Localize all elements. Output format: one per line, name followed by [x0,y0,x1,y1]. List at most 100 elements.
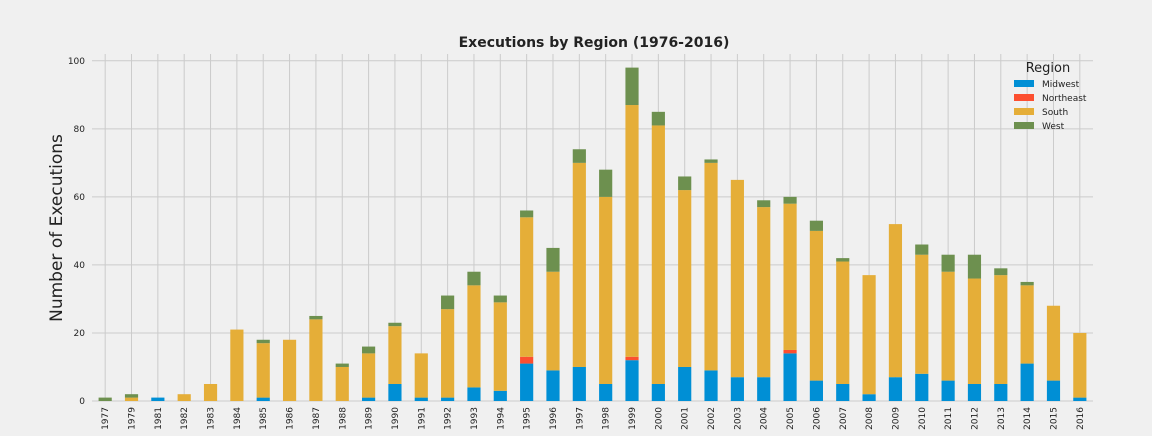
bar-segment-midwest-1989 [362,397,376,401]
x-tick-label: 2000 [654,407,664,430]
bar-segment-south-1991 [414,353,428,398]
x-tick-label: 1982 [180,407,190,430]
bar-segment-south-1999 [625,105,639,357]
bar-segment-midwest-1997 [572,366,586,401]
bar-segment-west-2014 [1020,281,1034,286]
x-tick-label: 1993 [470,407,480,430]
bar-segment-west-1993 [467,271,481,286]
x-tick-label: 2007 [839,407,849,430]
bar-segment-west-1989 [362,346,376,354]
legend-swatch-west [1014,122,1034,129]
bar-segment-midwest-2003 [730,377,744,401]
bar-segment-south-1979 [124,397,139,401]
bar-segment-west-1979 [124,394,139,398]
legend-swatch-northeast [1014,94,1034,101]
bar-segment-west-1994 [493,295,507,303]
y-tick-label: 100 [68,57,85,67]
x-tick-label: 1998 [602,407,612,430]
x-tick-label: 1986 [286,407,296,430]
bar-segment-south-1986 [282,339,297,401]
bar-segment-midwest-2002 [704,370,718,401]
x-tick-label: 1999 [628,407,638,430]
legend-swatch-midwest [1014,80,1034,87]
bar-segment-west-1995 [520,210,534,218]
bar-segment-northeast-1995 [520,356,534,364]
x-tick-label: 1981 [154,407,164,430]
bar-segment-midwest-1992 [441,397,455,401]
x-tick-label: 2002 [707,407,717,430]
x-tick-label: 2013 [997,407,1007,430]
x-tick-label: 2006 [812,407,822,430]
bar-segment-northeast-1999 [625,356,639,361]
bar-segment-midwest-2008 [862,394,876,401]
bar-segment-south-1993 [467,285,481,388]
bar-segment-south-1988 [335,366,349,401]
x-tick-label: 2010 [918,407,928,430]
x-tick-labels: 1977 1979 1981 1982 1983 1984 1985 1986 1987 1988… [101,407,1086,430]
x-tick-label: 1977 [101,407,111,430]
y-tick-label: 0 [79,397,85,407]
bar-segment-west-1988 [335,363,349,367]
bar-segment-west-2012 [967,254,982,279]
bar-segment-south-2001 [678,190,692,367]
x-tick-label: 2005 [786,407,796,430]
bar-segment-midwest-1994 [493,390,507,401]
bar-segment-midwest-2000 [651,383,665,401]
x-tick-label: 1990 [391,407,401,430]
bar-segment-midwest-1996 [546,370,560,401]
bar-segment-midwest-2014 [1020,363,1034,401]
bar-segment-west-2006 [809,220,823,231]
x-tick-label: 1995 [523,407,533,430]
bar-segment-west-1985 [256,339,270,344]
bar-segment-midwest-2007 [836,383,850,401]
bar-segment-midwest-1990 [388,383,402,401]
bar-segment-midwest-2004 [757,377,771,401]
legend-label-northeast: Northeast [1042,94,1087,104]
x-tick-label: 1996 [549,407,559,430]
bar-segment-west-2000 [651,111,665,126]
bar-segment-south-2008 [862,275,876,395]
bar-segment-south-1985 [256,343,270,398]
y-tick-label: 60 [74,193,86,203]
bar-segment-midwest-1981 [151,397,165,401]
bar-segment-midwest-1993 [467,387,481,401]
bar-segment-south-1996 [546,271,560,371]
bar-segment-west-1977 [98,397,112,401]
bar-segment-midwest-1985 [256,397,270,401]
x-tick-label: 2003 [733,407,743,430]
x-tick-label: 1994 [496,407,506,430]
bar-segment-west-1996 [546,247,560,272]
bar-segment-west-2011 [941,254,955,272]
x-tick-label: 1989 [365,407,375,430]
bar-segment-midwest-2010 [915,373,929,401]
x-tick-label: 2015 [1049,407,1059,430]
bar-segment-south-1982 [177,394,191,401]
x-tick-label: 2011 [944,407,954,430]
bar-segment-south-1992 [441,309,455,398]
legend-label-midwest: Midwest [1042,80,1080,90]
bar-segment-south-1987 [309,319,323,401]
legend-label-west: West [1042,122,1065,132]
x-tick-label: 1988 [338,407,348,430]
bar-segment-south-2016 [1073,332,1087,398]
bar-segment-south-2009 [888,224,903,378]
bar-segment-midwest-2015 [1046,380,1061,401]
bar-segment-west-1992 [441,295,455,310]
bar-segment-west-2010 [915,244,929,255]
legend-swatch-south [1014,108,1034,115]
bar-segment-south-1995 [520,217,534,357]
x-tick-label: 2014 [1023,407,1033,430]
bar-segment-west-2005 [783,196,797,204]
bar-segment-south-2000 [651,125,665,384]
bars-group [98,67,1087,401]
bar-segment-midwest-2006 [809,380,823,401]
x-tick-label: 1984 [233,407,243,430]
bar-segment-midwest-2005 [783,353,797,401]
x-tick-label: 2001 [681,407,691,430]
legend: Region Midwest Northeast South West [1014,61,1087,132]
bar-segment-south-2004 [757,207,771,378]
x-tick-label: 1985 [259,407,269,430]
chart-title: Executions by Region (1976-2016) [459,35,730,51]
bar-segment-west-1990 [388,322,402,327]
bar-segment-midwest-1991 [414,397,428,401]
